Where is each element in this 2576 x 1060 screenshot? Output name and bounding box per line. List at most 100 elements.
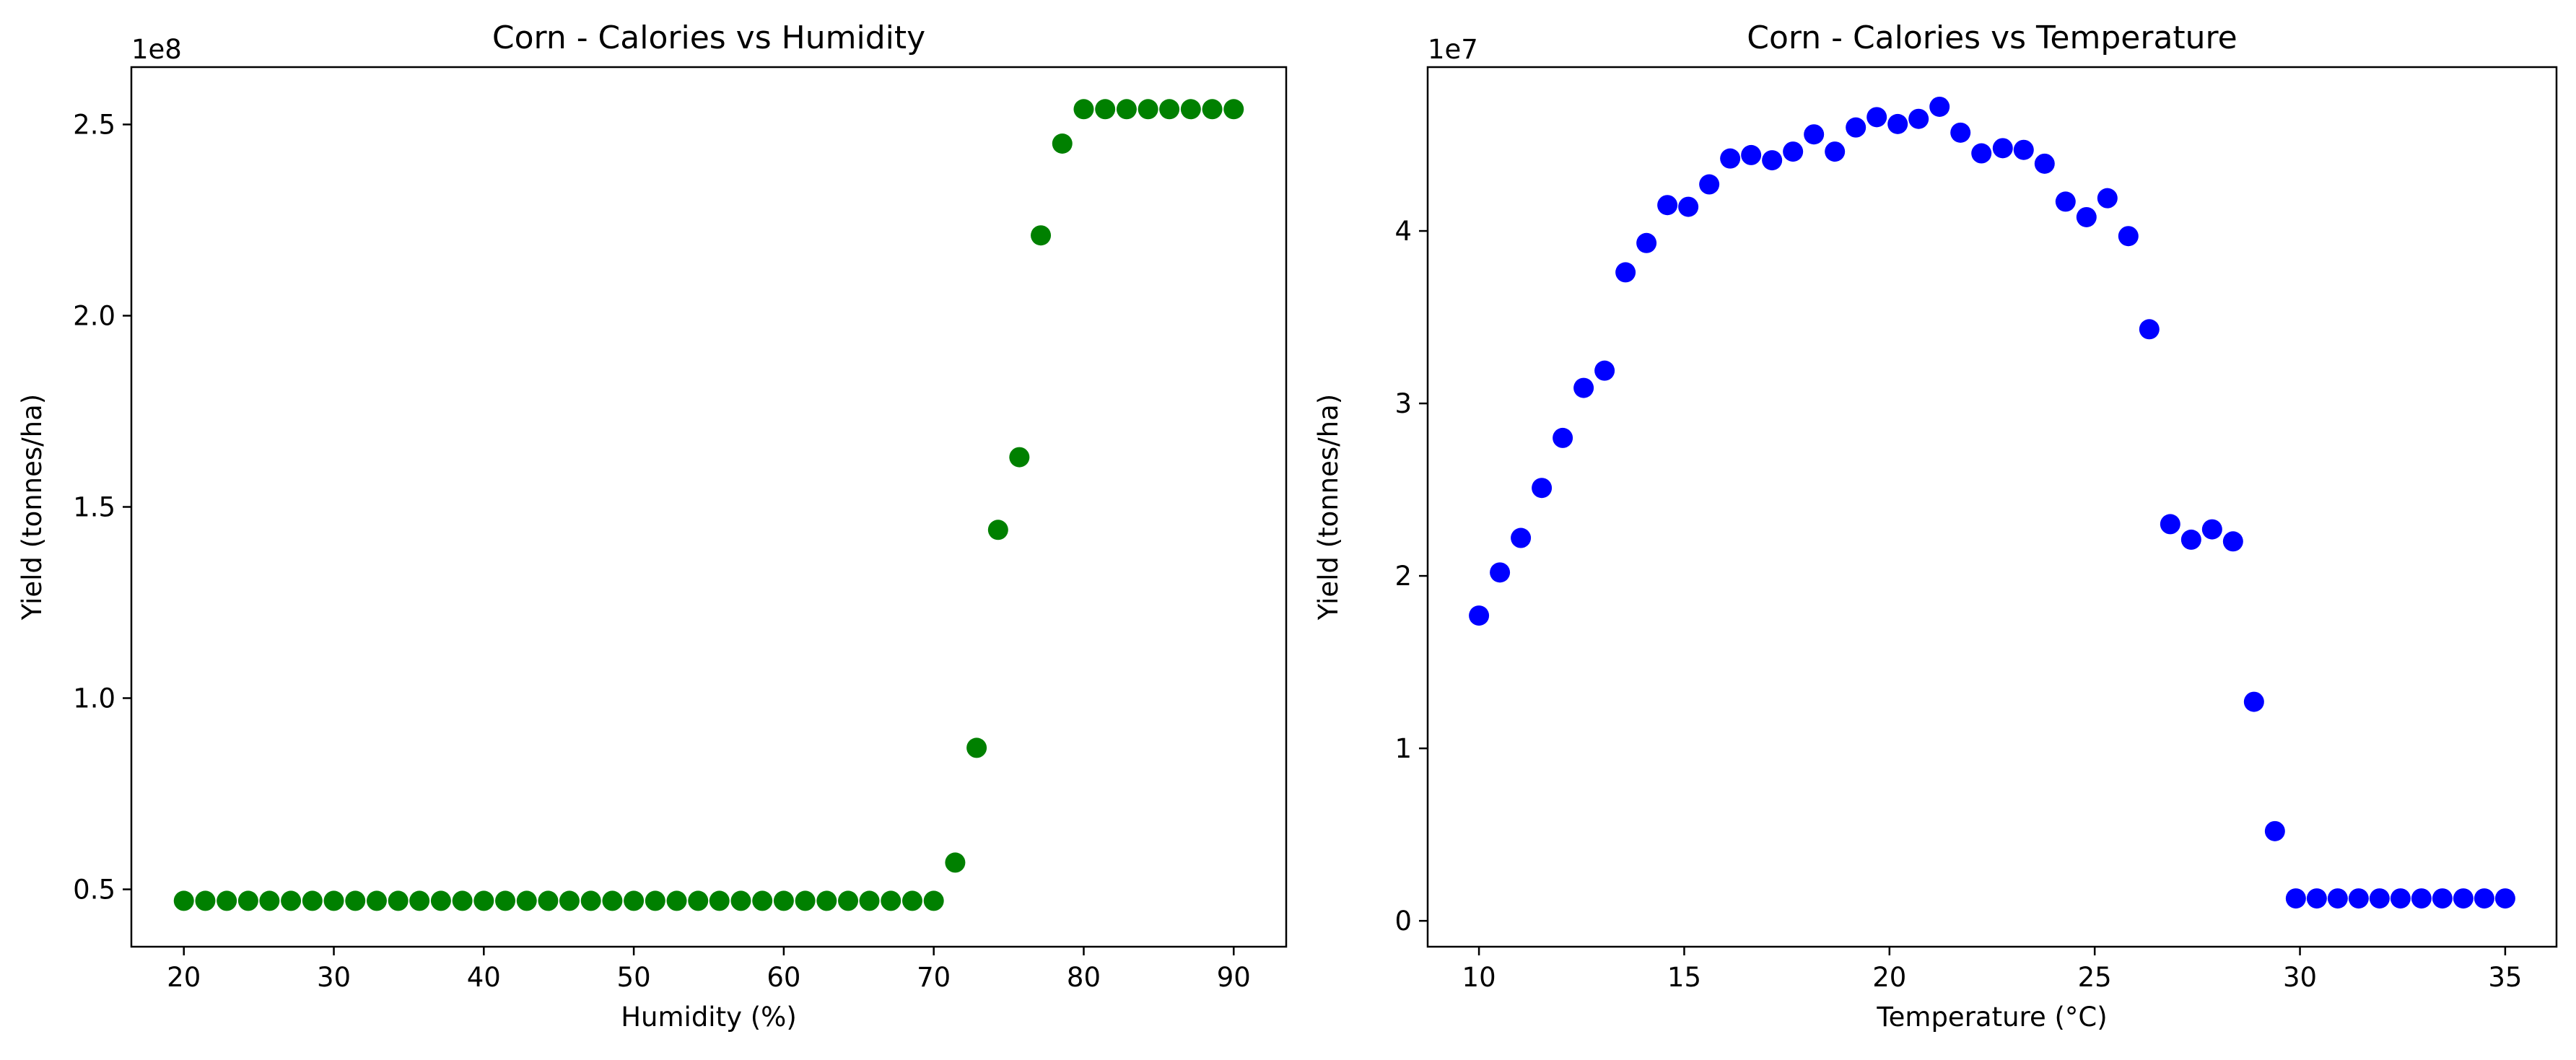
- x-tick-label: 20: [167, 962, 201, 993]
- data-point: [237, 890, 258, 911]
- plot-frame: [1426, 66, 2558, 948]
- data-point: [2034, 153, 2055, 174]
- x-tick-label: 10: [1462, 962, 1496, 993]
- x-tick-label: 70: [917, 962, 951, 993]
- data-point: [2055, 191, 2076, 212]
- data-point: [2327, 888, 2348, 909]
- y-tick-label: 2: [1394, 561, 1412, 592]
- chart-title: Corn - Calories vs Temperature: [1747, 19, 2237, 56]
- data-point: [1929, 96, 1950, 117]
- data-point: [281, 890, 302, 911]
- data-point: [901, 890, 922, 911]
- data-point: [2453, 888, 2474, 909]
- data-point: [2494, 888, 2515, 909]
- data-point: [217, 890, 237, 911]
- x-tick-label: 15: [1667, 962, 1701, 993]
- data-point: [473, 890, 494, 911]
- data-point: [302, 890, 323, 911]
- data-point: [388, 890, 409, 911]
- data-point: [2264, 820, 2285, 841]
- data-point: [1116, 99, 1137, 120]
- data-point: [2348, 888, 2369, 909]
- data-point: [881, 890, 901, 911]
- data-point: [1490, 562, 1511, 583]
- data-point: [966, 737, 987, 758]
- y-axis-label: Yield (tonnes/ha): [17, 394, 48, 621]
- x-tick-label: 50: [617, 962, 651, 993]
- data-point: [838, 890, 859, 911]
- data-point: [1159, 99, 1180, 120]
- data-point: [1138, 99, 1158, 120]
- data-point: [2076, 206, 2097, 227]
- data-point: [1573, 377, 1594, 398]
- data-point: [816, 890, 837, 911]
- plot-frame: [130, 66, 1288, 948]
- data-point: [2013, 139, 2034, 160]
- x-tick-label: 90: [1217, 962, 1251, 993]
- data-point: [1866, 107, 1887, 128]
- y-tick-label: 1.5: [73, 492, 115, 523]
- data-point: [2118, 226, 2139, 247]
- data-point: [2411, 888, 2432, 909]
- data-point: [2369, 888, 2390, 909]
- data-point: [1678, 196, 1699, 217]
- data-point: [1908, 108, 1929, 129]
- x-tick-label: 25: [2078, 962, 2112, 993]
- data-point: [730, 890, 751, 911]
- data-point: [1031, 225, 1052, 246]
- data-point: [1202, 99, 1223, 120]
- data-point: [624, 890, 645, 911]
- data-point: [516, 890, 537, 911]
- data-point: [173, 890, 194, 911]
- data-point: [987, 520, 1008, 540]
- data-point: [430, 890, 451, 911]
- data-point: [666, 890, 687, 911]
- y-tick-label: 0.5: [73, 875, 115, 906]
- y-tick-label: 3: [1394, 388, 1412, 419]
- data-point: [1223, 99, 1244, 120]
- data-point: [2390, 888, 2411, 909]
- data-point: [1095, 99, 1116, 120]
- data-point: [409, 890, 430, 911]
- data-point: [2201, 519, 2222, 540]
- data-point: [538, 890, 559, 911]
- data-point: [559, 890, 580, 911]
- y-scale-label: 1e8: [131, 34, 182, 65]
- data-point: [1009, 447, 1030, 468]
- data-point: [259, 890, 280, 911]
- x-tick-label: 30: [2283, 962, 2317, 993]
- data-point: [945, 852, 966, 873]
- data-point: [1636, 232, 1657, 253]
- data-point: [1783, 141, 1804, 162]
- data-point: [859, 890, 880, 911]
- data-point: [580, 890, 601, 911]
- data-point: [1511, 527, 1532, 548]
- x-tick-label: 60: [767, 962, 800, 993]
- data-point: [1992, 138, 2013, 159]
- data-point: [1804, 124, 1825, 145]
- y-tick-label: 2.5: [73, 110, 115, 141]
- data-point: [1950, 122, 1971, 143]
- y-scale-label: 1e7: [1428, 34, 1478, 65]
- data-point: [773, 890, 794, 911]
- y-tick-label: 4: [1394, 216, 1412, 247]
- x-tick-label: 80: [1067, 962, 1101, 993]
- data-point: [1699, 174, 1720, 195]
- data-point: [1762, 150, 1783, 171]
- x-axis-label: Humidity (%): [621, 1002, 797, 1033]
- data-point: [602, 890, 623, 911]
- data-point: [1052, 133, 1073, 154]
- data-point: [1615, 262, 1636, 283]
- data-point: [2285, 888, 2306, 909]
- data-point: [1971, 143, 1992, 164]
- humidity-chart: Corn - Calories vs Humidity 20 30 40 50 60 70 8…: [17, 19, 1288, 1033]
- data-point: [1846, 117, 1866, 138]
- data-point: [195, 890, 216, 911]
- data-point: [2222, 531, 2243, 552]
- data-point: [323, 890, 344, 911]
- data-point: [1553, 427, 1573, 448]
- data-point: [1180, 99, 1201, 120]
- y-tick-label: 0: [1394, 906, 1412, 937]
